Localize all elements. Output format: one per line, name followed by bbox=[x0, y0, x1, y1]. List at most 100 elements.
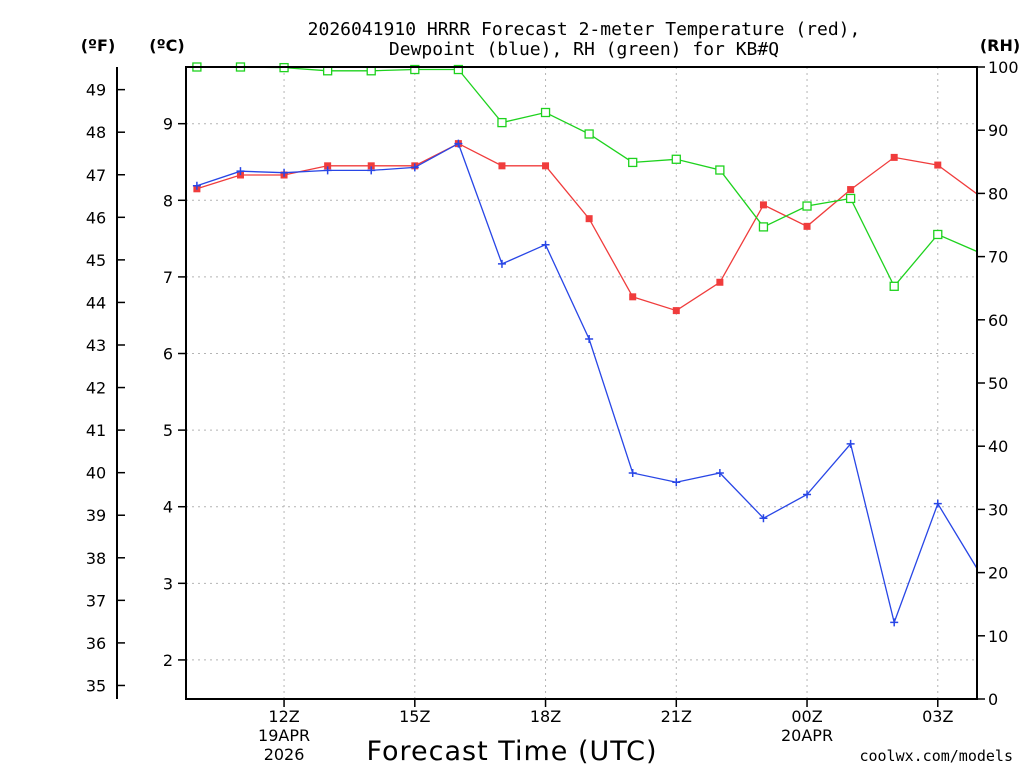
plot-area bbox=[192, 62, 985, 627]
fahrenheit-tick-label: 47 bbox=[86, 166, 106, 185]
fahrenheit-tick-label: 39 bbox=[86, 506, 106, 525]
rh-point bbox=[628, 157, 638, 168]
x-tick-label: 21Z bbox=[661, 707, 692, 726]
rh-tick-label: 60 bbox=[988, 311, 1008, 330]
x-tick-label: 00Z bbox=[791, 707, 822, 726]
fahrenheit-tick-label: 48 bbox=[86, 123, 106, 142]
dewpoint-point bbox=[846, 439, 855, 448]
rh-point bbox=[497, 117, 507, 128]
temperature-point bbox=[542, 162, 550, 170]
dewpoint-point bbox=[323, 166, 332, 175]
dewpoint-point bbox=[236, 167, 245, 176]
temperature-point bbox=[672, 307, 680, 315]
chart-title-line2: Dewpoint (blue), RH (green) for KB#Q bbox=[389, 39, 779, 60]
dewpoint-point bbox=[367, 166, 376, 175]
dewpoint-point bbox=[803, 490, 812, 499]
fahrenheit-tick-label: 35 bbox=[86, 676, 106, 695]
temperature-point bbox=[978, 194, 985, 201]
dewpoint-point bbox=[759, 514, 768, 523]
fahrenheit-unit-label: (ºF) bbox=[81, 36, 116, 55]
rh-tick-label: 50 bbox=[988, 374, 1008, 393]
x-tick-label: 18Z bbox=[530, 707, 561, 726]
rh-tick-label: 100 bbox=[988, 58, 1019, 77]
rh-point bbox=[671, 154, 681, 164]
x-year-label: 2026 bbox=[264, 745, 305, 764]
rh-tick-label: 0 bbox=[988, 690, 998, 709]
rh-point bbox=[410, 64, 420, 75]
rh-point bbox=[845, 193, 856, 204]
temperature-point bbox=[585, 215, 593, 223]
fahrenheit-tick-label: 43 bbox=[86, 336, 106, 355]
rh-tick-label: 70 bbox=[988, 248, 1008, 267]
temperature-point bbox=[847, 186, 855, 194]
fahrenheit-tick-label: 46 bbox=[86, 208, 106, 227]
rh-tick-label: 40 bbox=[988, 437, 1008, 456]
x-tick-label: 15Z bbox=[399, 707, 430, 726]
rh-point bbox=[540, 107, 551, 118]
x-tick-label: 12Z bbox=[268, 707, 299, 726]
dewpoint-point bbox=[410, 163, 419, 172]
fahrenheit-tick-label: 38 bbox=[86, 549, 106, 568]
rh-point bbox=[453, 64, 464, 75]
temperature-point bbox=[716, 278, 724, 286]
celsius-tick-label: 2 bbox=[163, 651, 173, 670]
plot-frame bbox=[185, 66, 978, 700]
celsius-unit-label: (ºC) bbox=[149, 36, 184, 55]
dewpoint-point bbox=[628, 469, 637, 478]
rh-line bbox=[196, 66, 977, 288]
celsius-tick-label: 8 bbox=[163, 191, 173, 210]
dewpoint-point bbox=[497, 259, 506, 268]
rh-unit-label: (RH) bbox=[980, 36, 1020, 55]
x-date-label: 20APR bbox=[781, 726, 833, 745]
temperature-line bbox=[196, 142, 977, 312]
gridlines bbox=[186, 67, 977, 699]
temperature-point bbox=[629, 293, 637, 301]
dewpoint-point bbox=[280, 168, 289, 177]
temperature-point bbox=[367, 162, 375, 170]
dewpoint-point bbox=[192, 181, 201, 190]
temperature-point bbox=[890, 153, 898, 161]
fahrenheit-tick-label: 40 bbox=[86, 464, 106, 483]
rh-point bbox=[933, 229, 943, 240]
celsius-tick-label: 7 bbox=[163, 268, 173, 287]
fahrenheit-tick-label: 44 bbox=[86, 293, 106, 312]
dewpoint-point bbox=[454, 139, 463, 148]
x-tick-label: 03Z bbox=[922, 707, 953, 726]
celsius-tick-label: 9 bbox=[163, 115, 173, 134]
dewpoint-point bbox=[541, 240, 550, 249]
rh-tick-label: 10 bbox=[988, 627, 1008, 646]
temperature-point bbox=[759, 201, 767, 209]
fahrenheit-tick-label: 42 bbox=[86, 379, 106, 398]
x-axis-title: Forecast Time (UTC) bbox=[366, 736, 657, 767]
rh-point bbox=[889, 281, 899, 291]
celsius-tick-label: 5 bbox=[163, 421, 173, 440]
x-date-label: 19APR bbox=[258, 726, 310, 745]
celsius-tick-label: 3 bbox=[163, 574, 173, 593]
rh-point bbox=[758, 222, 769, 232]
temperature-point bbox=[324, 162, 332, 170]
temperature-point bbox=[934, 161, 942, 169]
fahrenheit-tick-label: 36 bbox=[86, 634, 106, 653]
dewpoint-point bbox=[672, 478, 681, 487]
credit-label: coolwx.com/models bbox=[859, 747, 1013, 765]
fahrenheit-tick-label: 41 bbox=[86, 421, 106, 440]
temperature-point bbox=[803, 222, 811, 230]
dewpoint-point bbox=[585, 334, 594, 343]
rh-tick-label: 80 bbox=[988, 184, 1008, 203]
rh-tick-label: 30 bbox=[988, 500, 1008, 519]
dewpoint-point bbox=[715, 469, 724, 478]
fahrenheit-axis: 35 36 37 38 39 40 41 42 43 44 45 46 47 48 49 bbox=[86, 81, 125, 695]
chart-title-line1: 2026041910 HRRR Forecast 2-meter Tempera… bbox=[308, 19, 861, 40]
rh-point bbox=[802, 201, 812, 211]
celsius-axis: 2 3 4 5 6 7 8 9 bbox=[163, 115, 186, 670]
temperature-point bbox=[498, 162, 506, 170]
celsius-tick-label: 6 bbox=[163, 345, 173, 364]
fahrenheit-tick-label: 37 bbox=[86, 591, 106, 610]
rh-point bbox=[584, 129, 594, 139]
celsius-tick-label: 4 bbox=[163, 498, 173, 517]
rh-tick-label: 90 bbox=[988, 121, 1008, 140]
fahrenheit-tick-label: 49 bbox=[86, 81, 106, 100]
rh-tick-label: 20 bbox=[988, 564, 1008, 583]
